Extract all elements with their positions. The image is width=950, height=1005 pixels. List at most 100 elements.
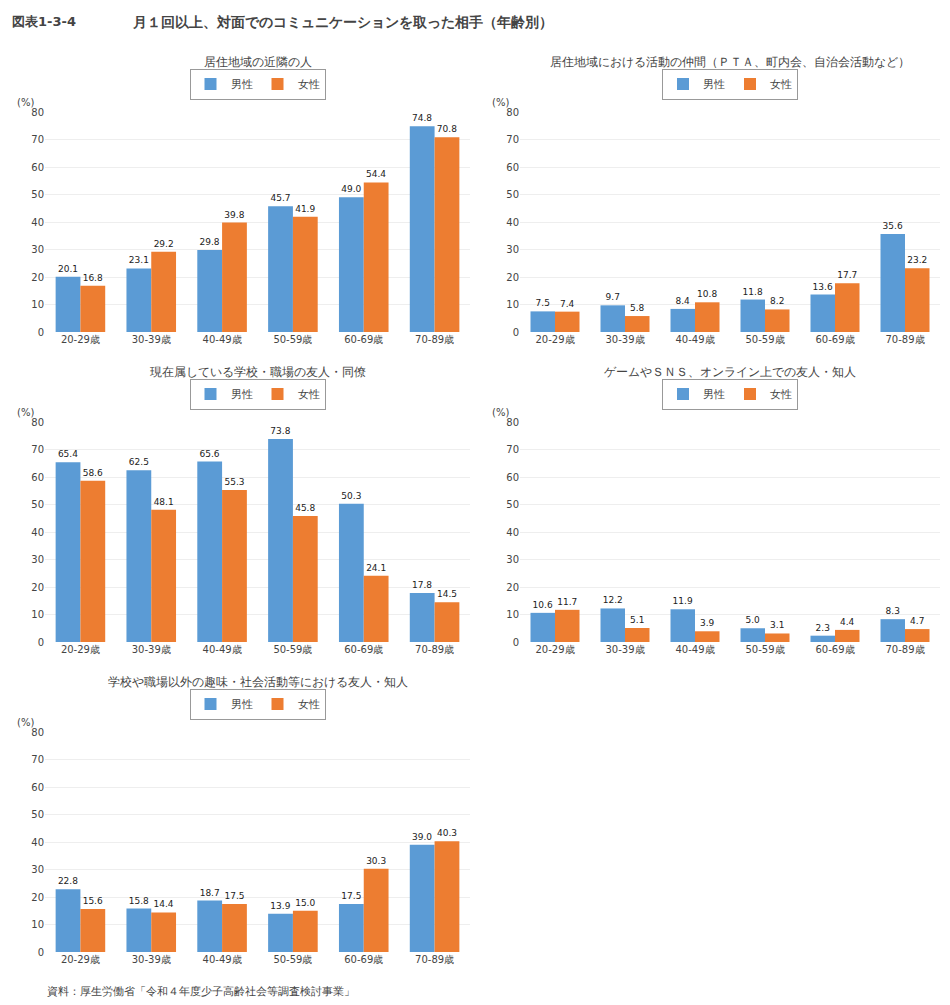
svg-text:20-29歳: 20-29歳 xyxy=(61,644,100,655)
svg-text:70-89歳: 70-89歳 xyxy=(885,334,924,345)
svg-text:13.9: 13.9 xyxy=(270,901,290,911)
svg-text:(%): (%) xyxy=(17,97,34,108)
svg-text:10: 10 xyxy=(31,919,44,930)
svg-text:0: 0 xyxy=(38,637,44,648)
svg-text:22.8: 22.8 xyxy=(58,876,78,886)
svg-text:5.8: 5.8 xyxy=(630,303,645,313)
svg-text:(%): (%) xyxy=(492,407,509,418)
svg-text:50-59歳: 50-59歳 xyxy=(745,334,784,345)
svg-text:20: 20 xyxy=(506,582,519,593)
svg-text:60: 60 xyxy=(31,782,44,793)
svg-text:54.4: 54.4 xyxy=(366,169,386,179)
svg-text:20: 20 xyxy=(506,272,519,283)
svg-text:20-29歳: 20-29歳 xyxy=(535,644,574,655)
svg-text:24.1: 24.1 xyxy=(366,563,386,573)
svg-text:49.0: 49.0 xyxy=(341,184,361,194)
svg-text:58.6: 58.6 xyxy=(83,468,103,478)
svg-text:16.8: 16.8 xyxy=(83,273,103,283)
svg-text:60-69歳: 60-69歳 xyxy=(815,644,854,655)
svg-text:男性: 男性 xyxy=(231,78,253,91)
svg-text:48.1: 48.1 xyxy=(154,497,174,507)
svg-text:10.6: 10.6 xyxy=(533,600,553,610)
svg-text:41.9: 41.9 xyxy=(295,204,315,214)
svg-text:60-69歳: 60-69歳 xyxy=(815,334,854,345)
svg-text:8.2: 8.2 xyxy=(770,296,784,306)
svg-text:30: 30 xyxy=(31,244,44,255)
svg-text:女性: 女性 xyxy=(298,388,320,401)
svg-text:30-39歳: 30-39歳 xyxy=(132,954,171,965)
svg-text:女性: 女性 xyxy=(770,388,792,401)
svg-text:30: 30 xyxy=(506,244,519,255)
svg-text:70: 70 xyxy=(31,444,44,455)
svg-text:70: 70 xyxy=(31,134,44,145)
svg-text:60: 60 xyxy=(31,472,44,483)
svg-text:30-39歳: 30-39歳 xyxy=(605,644,644,655)
svg-text:70-89歳: 70-89歳 xyxy=(415,334,454,345)
svg-text:73.8: 73.8 xyxy=(270,426,290,436)
svg-text:40: 40 xyxy=(506,527,519,538)
svg-text:50: 50 xyxy=(506,499,519,510)
svg-text:10: 10 xyxy=(506,299,519,310)
svg-text:11.9: 11.9 xyxy=(673,596,693,606)
svg-text:5.0: 5.0 xyxy=(745,615,760,625)
svg-text:11.8: 11.8 xyxy=(743,287,763,297)
svg-text:女性: 女性 xyxy=(770,78,792,91)
svg-text:0: 0 xyxy=(513,327,519,338)
svg-text:30-39歳: 30-39歳 xyxy=(605,334,644,345)
svg-text:15.8: 15.8 xyxy=(129,896,149,906)
svg-text:80: 80 xyxy=(31,417,44,428)
svg-text:10: 10 xyxy=(31,299,44,310)
svg-text:80: 80 xyxy=(506,107,519,118)
svg-text:15.6: 15.6 xyxy=(83,896,103,906)
svg-text:39.8: 39.8 xyxy=(224,210,244,220)
svg-text:40-49歳: 40-49歳 xyxy=(675,334,714,345)
svg-text:15.0: 15.0 xyxy=(295,898,315,908)
svg-text:74.8: 74.8 xyxy=(412,113,432,123)
svg-text:17.5: 17.5 xyxy=(224,891,244,901)
svg-text:3.1: 3.1 xyxy=(770,620,784,630)
svg-text:23.1: 23.1 xyxy=(129,255,149,265)
svg-text:50-59歳: 50-59歳 xyxy=(273,954,312,965)
svg-text:20: 20 xyxy=(31,892,44,903)
svg-text:(%): (%) xyxy=(17,717,34,728)
svg-text:50: 50 xyxy=(31,499,44,510)
svg-text:30-39歳: 30-39歳 xyxy=(132,334,171,345)
svg-text:12.2: 12.2 xyxy=(603,595,623,605)
svg-text:23.2: 23.2 xyxy=(907,255,927,265)
svg-text:14.5: 14.5 xyxy=(437,589,457,599)
svg-text:女性: 女性 xyxy=(298,78,320,91)
svg-text:0: 0 xyxy=(513,637,519,648)
svg-text:60-69歳: 60-69歳 xyxy=(344,954,383,965)
svg-text:70: 70 xyxy=(31,754,44,765)
svg-text:30-39歳: 30-39歳 xyxy=(132,644,171,655)
svg-text:20-29歳: 20-29歳 xyxy=(61,954,100,965)
svg-text:9.7: 9.7 xyxy=(606,292,620,302)
svg-text:8.4: 8.4 xyxy=(675,296,690,306)
svg-text:29.2: 29.2 xyxy=(154,239,174,249)
svg-text:80: 80 xyxy=(31,107,44,118)
svg-text:女性: 女性 xyxy=(298,698,320,711)
svg-text:図表1-3-4: 図表1-3-4 xyxy=(12,14,76,29)
svg-text:65.4: 65.4 xyxy=(58,449,78,459)
svg-text:70: 70 xyxy=(506,444,519,455)
svg-text:17.7: 17.7 xyxy=(837,270,857,280)
svg-text:40-49歳: 40-49歳 xyxy=(203,644,242,655)
svg-text:男性: 男性 xyxy=(703,388,725,401)
svg-text:40-49歳: 40-49歳 xyxy=(203,954,242,965)
svg-text:80: 80 xyxy=(31,727,44,738)
svg-text:11.7: 11.7 xyxy=(557,597,577,607)
svg-text:10.8: 10.8 xyxy=(697,289,717,299)
svg-text:(%): (%) xyxy=(492,97,509,108)
svg-text:45.7: 45.7 xyxy=(270,193,290,203)
svg-text:55.3: 55.3 xyxy=(224,477,244,487)
svg-text:10: 10 xyxy=(506,609,519,620)
svg-text:40: 40 xyxy=(31,217,44,228)
svg-text:20: 20 xyxy=(31,272,44,283)
svg-text:70-89歳: 70-89歳 xyxy=(415,954,454,965)
svg-text:50-59歳: 50-59歳 xyxy=(273,334,312,345)
svg-text:3.9: 3.9 xyxy=(700,618,715,628)
svg-text:8.3: 8.3 xyxy=(886,606,900,616)
svg-text:0: 0 xyxy=(38,327,44,338)
svg-text:10: 10 xyxy=(31,609,44,620)
svg-text:20: 20 xyxy=(31,582,44,593)
